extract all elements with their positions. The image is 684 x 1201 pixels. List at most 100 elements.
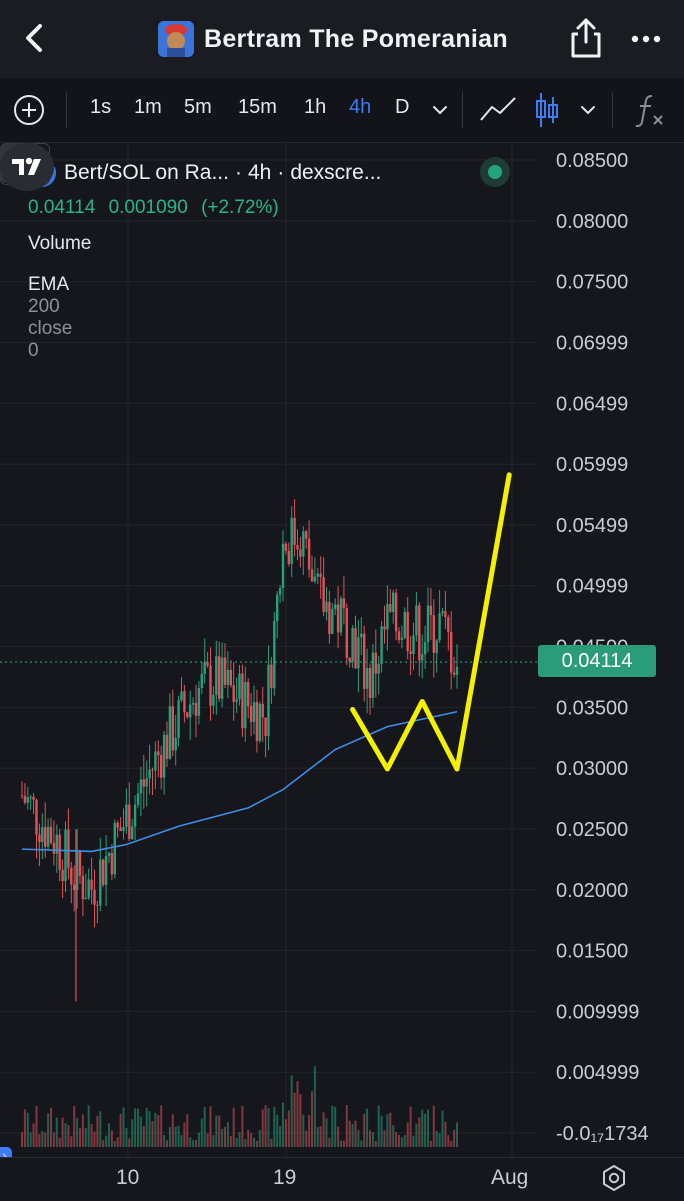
candle-body [151, 769, 154, 771]
more-options-icon[interactable] [626, 22, 666, 56]
back-arrow-icon[interactable] [16, 18, 56, 58]
volume-bar [447, 1135, 450, 1147]
volume-bar [450, 1140, 453, 1147]
volume-bar [392, 1125, 395, 1147]
candle-body [160, 755, 163, 778]
volume-bar [357, 1130, 360, 1147]
volume-bar [351, 1123, 354, 1147]
volume-bar [134, 1108, 137, 1147]
interval-15m[interactable]: 15m [238, 96, 277, 118]
candle-body [273, 621, 276, 689]
candle-body [255, 702, 259, 741]
volume-bar [296, 1081, 299, 1147]
volume-bar [209, 1106, 212, 1147]
volume-bar [64, 1123, 67, 1147]
candle-body [360, 633, 363, 638]
volume-bar [328, 1137, 331, 1147]
price-chart[interactable]: 0.08500 0.08000 0.07500 0.06999 0.06499 0.059… [0, 143, 684, 1157]
candle-body [49, 826, 53, 843]
volume-bar [157, 1115, 160, 1147]
interval-1m[interactable]: 1m [134, 96, 162, 118]
function-icon[interactable] [632, 92, 666, 128]
candle-body [406, 611, 409, 652]
candlestick-style-icon[interactable] [534, 91, 560, 129]
symbol-pair[interactable]: Bert/SOL on Ra... [64, 161, 229, 184]
candle-body [119, 827, 122, 832]
volume-bar [21, 1132, 23, 1147]
volume-bar [342, 1140, 345, 1147]
chart-canvas[interactable]: 0.08500 0.08000 0.07500 0.06999 0.06499 0.059… [0, 143, 684, 1157]
chart-type-chevron-down-icon[interactable] [578, 100, 598, 120]
candle-body [104, 855, 108, 885]
candle-body [293, 517, 296, 545]
candle-body [70, 867, 73, 885]
time-axis[interactable]: 10 19 Aug [0, 1157, 684, 1201]
candle-body [383, 626, 386, 630]
volume-bar [61, 1117, 64, 1147]
volume-bar [113, 1140, 116, 1147]
candle-body [342, 598, 346, 609]
candle-body [200, 673, 203, 689]
volume-bar [32, 1123, 35, 1147]
volume-bar [348, 1120, 351, 1147]
candle-body [90, 879, 93, 890]
add-indicator-icon[interactable] [12, 93, 46, 127]
candle-body [313, 576, 317, 582]
volume-bar [139, 1116, 142, 1147]
candle-body [215, 656, 218, 695]
candle-body [197, 688, 201, 716]
candle-body [113, 822, 116, 875]
volume-bar [180, 1135, 183, 1147]
volume-bar [377, 1105, 380, 1147]
volume-bar [371, 1132, 374, 1147]
candle-body [110, 852, 114, 875]
volume-indicator-label[interactable]: Volume [28, 233, 92, 254]
interval-d[interactable]: D [395, 96, 410, 118]
candle-body [139, 779, 143, 794]
volume-bar [244, 1139, 247, 1147]
tradingview-logo-icon[interactable] [0, 143, 54, 191]
volume-bar [76, 1117, 79, 1147]
volume-bar [212, 1135, 215, 1147]
line-tool-icon[interactable] [478, 94, 518, 126]
interval-1s[interactable]: 1s [90, 96, 112, 118]
candle-body [400, 637, 404, 640]
volume-bar [90, 1124, 93, 1147]
interval-1h[interactable]: 1h [304, 96, 327, 118]
volume-bar [270, 1138, 273, 1147]
volume-bar [403, 1135, 406, 1147]
candle-body [38, 834, 41, 843]
chart-settings-icon[interactable] [598, 1162, 630, 1194]
share-icon[interactable] [566, 16, 606, 60]
candle-body [125, 804, 128, 827]
market-status-indicator[interactable] [480, 157, 510, 187]
candle-body [247, 682, 250, 707]
candle-body [432, 615, 435, 653]
toolbar-divider [66, 92, 67, 128]
volume-bar [174, 1126, 177, 1147]
price-change-percent: (+2.72%) [201, 197, 279, 218]
ema-indicator-label[interactable]: EMA 200 close 0 [28, 274, 72, 362]
symbol-interval: 4h [247, 161, 272, 184]
volume-bar [38, 1134, 41, 1147]
candle-body [377, 663, 380, 674]
candle-body [136, 793, 140, 805]
candle-body [455, 666, 459, 675]
symbol-row: Bert/SOL on Ra... · 4h · dexscre... [28, 159, 381, 187]
volume-bar [163, 1134, 166, 1147]
volume-bar [432, 1105, 435, 1147]
title-group: Bertram The Pomeranian [158, 18, 508, 60]
volume-bar [389, 1112, 392, 1147]
candle-body [316, 573, 319, 577]
interval-4h[interactable]: 4h [349, 96, 372, 118]
volume-bar [108, 1123, 110, 1147]
y-tick-label: 0.05999 [556, 454, 628, 476]
interval-chevron-down-icon[interactable] [430, 100, 450, 120]
candle-body [142, 779, 145, 787]
candle-body [386, 604, 389, 630]
volume-bar [235, 1137, 238, 1147]
volume-bar [386, 1114, 389, 1147]
volume-bar [253, 1137, 255, 1147]
candle-body [41, 827, 44, 843]
interval-5m[interactable]: 5m [184, 96, 212, 118]
